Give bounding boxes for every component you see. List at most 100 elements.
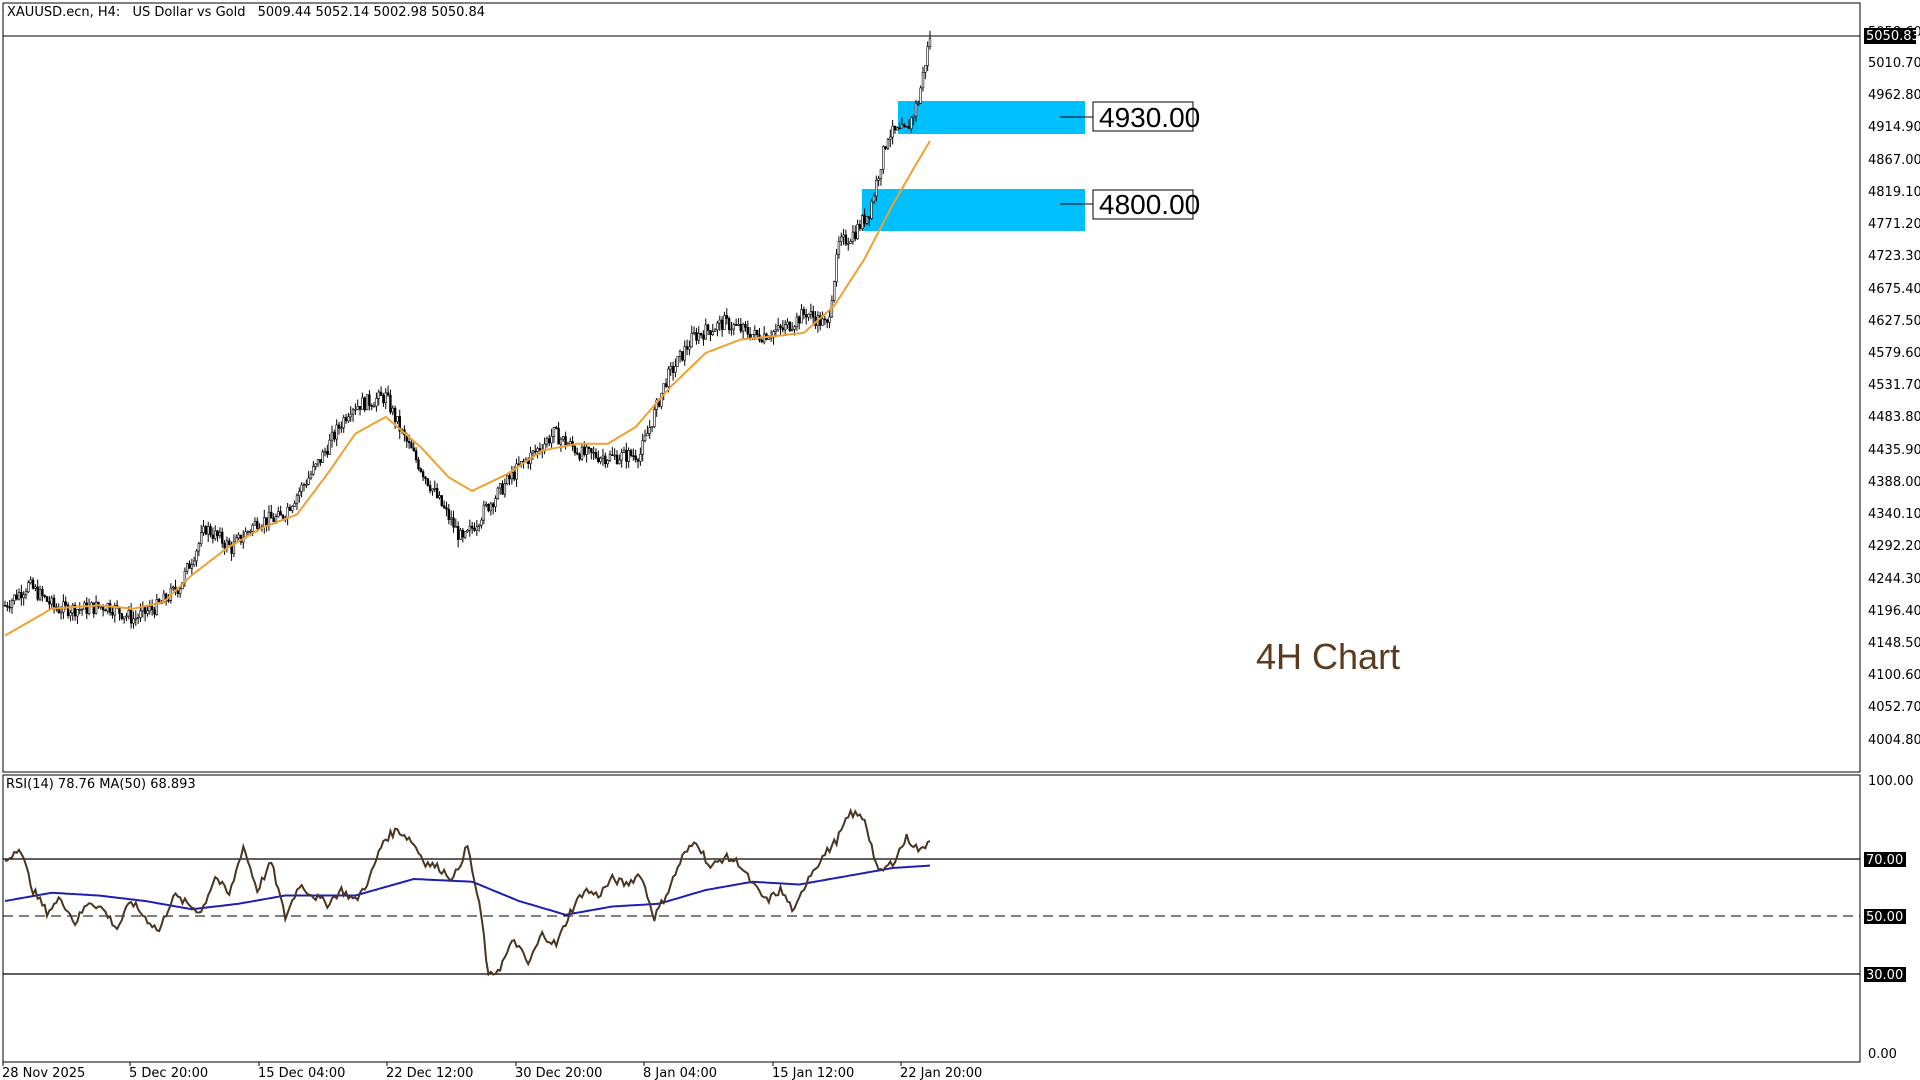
candle-body bbox=[377, 391, 380, 399]
candle-body bbox=[685, 346, 689, 350]
candle-body bbox=[94, 601, 98, 614]
candle-body bbox=[919, 87, 922, 104]
candle-body bbox=[148, 606, 152, 611]
candle-body bbox=[298, 491, 301, 496]
candle-body bbox=[480, 519, 483, 526]
candle-body bbox=[678, 351, 682, 357]
candle-body bbox=[129, 610, 133, 624]
price-tick: 4771.20 bbox=[1868, 217, 1920, 232]
candle-body bbox=[573, 446, 577, 454]
candle-body bbox=[788, 321, 792, 331]
candle-body bbox=[674, 366, 677, 373]
candle-body bbox=[924, 65, 927, 73]
candle-body bbox=[92, 602, 95, 614]
candle-body bbox=[428, 485, 432, 492]
candle-body bbox=[113, 605, 116, 616]
candle-body bbox=[167, 599, 170, 602]
ohlc-values: 5009.44 5052.14 5002.98 5050.84 bbox=[258, 5, 485, 20]
candle-body bbox=[27, 582, 30, 593]
candle-body bbox=[720, 319, 724, 330]
zone-4800-label-box bbox=[1092, 189, 1194, 220]
price-tick: 4675.40 bbox=[1868, 282, 1920, 297]
candle-body bbox=[711, 331, 714, 335]
candle-body bbox=[606, 460, 609, 465]
rsi-label: RSI(14) 78.76 MA(50) 68.893 bbox=[6, 777, 196, 792]
candle-body bbox=[71, 604, 74, 614]
candle-body bbox=[508, 475, 511, 480]
candle-body bbox=[302, 484, 306, 486]
zone-4800[interactable] bbox=[862, 189, 1085, 231]
candle-body bbox=[468, 525, 472, 531]
candle-body bbox=[286, 506, 289, 518]
candle-body bbox=[475, 526, 479, 531]
candle-body bbox=[426, 478, 429, 486]
candle-body bbox=[804, 314, 808, 318]
candle-body bbox=[295, 495, 299, 504]
candle-body bbox=[812, 311, 815, 318]
candle-body bbox=[466, 529, 469, 533]
candle-body bbox=[333, 431, 336, 440]
candle-body bbox=[513, 471, 516, 480]
candle-body bbox=[101, 606, 105, 611]
candle-body bbox=[898, 127, 901, 130]
candle-body bbox=[3, 605, 7, 607]
current-price-value: 5050.83 bbox=[1866, 29, 1920, 44]
candle-body bbox=[6, 605, 9, 608]
candle-body bbox=[905, 125, 908, 128]
rsi-tick: 100.00 bbox=[1868, 774, 1914, 789]
candle-body bbox=[382, 395, 385, 404]
rsi-50-tag bbox=[1864, 909, 1906, 924]
candle-body bbox=[585, 446, 588, 455]
candle-body bbox=[461, 529, 465, 538]
candle-body bbox=[246, 531, 250, 533]
candle-body bbox=[634, 455, 637, 461]
candle-body bbox=[291, 505, 294, 511]
candle-body bbox=[335, 424, 338, 440]
candle-body bbox=[127, 610, 131, 617]
candle-body bbox=[267, 511, 271, 526]
current-price-tag bbox=[1864, 28, 1916, 44]
candle-body bbox=[211, 534, 215, 539]
candle-body bbox=[424, 476, 427, 479]
candle-body bbox=[190, 564, 194, 569]
price-tick: 4867.00 bbox=[1868, 153, 1920, 168]
candle-body bbox=[849, 241, 852, 244]
candle-body bbox=[207, 526, 210, 535]
zone-4930[interactable] bbox=[898, 101, 1085, 134]
candle-body bbox=[449, 517, 453, 520]
candle-body bbox=[477, 524, 481, 527]
price-tick: 4388.00 bbox=[1868, 475, 1920, 490]
candle-body bbox=[699, 333, 703, 336]
candle-body bbox=[643, 435, 647, 442]
candle-body bbox=[692, 332, 696, 334]
candle-body bbox=[907, 126, 911, 130]
candle-body bbox=[104, 609, 107, 612]
candle-body bbox=[725, 315, 728, 319]
candle-body bbox=[389, 394, 392, 413]
candle-body bbox=[132, 618, 135, 624]
timeframe-annotation: 4H Chart bbox=[1256, 636, 1400, 677]
chart-header: XAUUSD.ecn, H4: US Dollar vs Gold 5009.4… bbox=[7, 5, 485, 20]
candle-body bbox=[442, 505, 446, 508]
rsi-70-tag bbox=[1864, 852, 1906, 867]
candle-body bbox=[562, 436, 565, 440]
candle-body bbox=[330, 431, 334, 441]
candle-body bbox=[613, 454, 616, 457]
candle-body bbox=[305, 484, 308, 486]
price-tick: 4148.50 bbox=[1868, 636, 1920, 651]
candle-body bbox=[326, 450, 329, 455]
candle-body bbox=[800, 309, 803, 324]
candle-body bbox=[795, 316, 799, 328]
candle-body bbox=[456, 526, 460, 540]
rsi-ma-line bbox=[4, 864, 931, 916]
candle-body bbox=[69, 612, 72, 617]
candle-body bbox=[489, 503, 493, 512]
candle-body bbox=[517, 463, 521, 466]
candle-body bbox=[232, 541, 236, 554]
candle-body bbox=[438, 495, 441, 498]
candle-body bbox=[34, 586, 37, 589]
zone-4930-label-box bbox=[1092, 101, 1194, 132]
rsi-30-tag bbox=[1864, 967, 1906, 982]
candle-body bbox=[57, 609, 60, 613]
